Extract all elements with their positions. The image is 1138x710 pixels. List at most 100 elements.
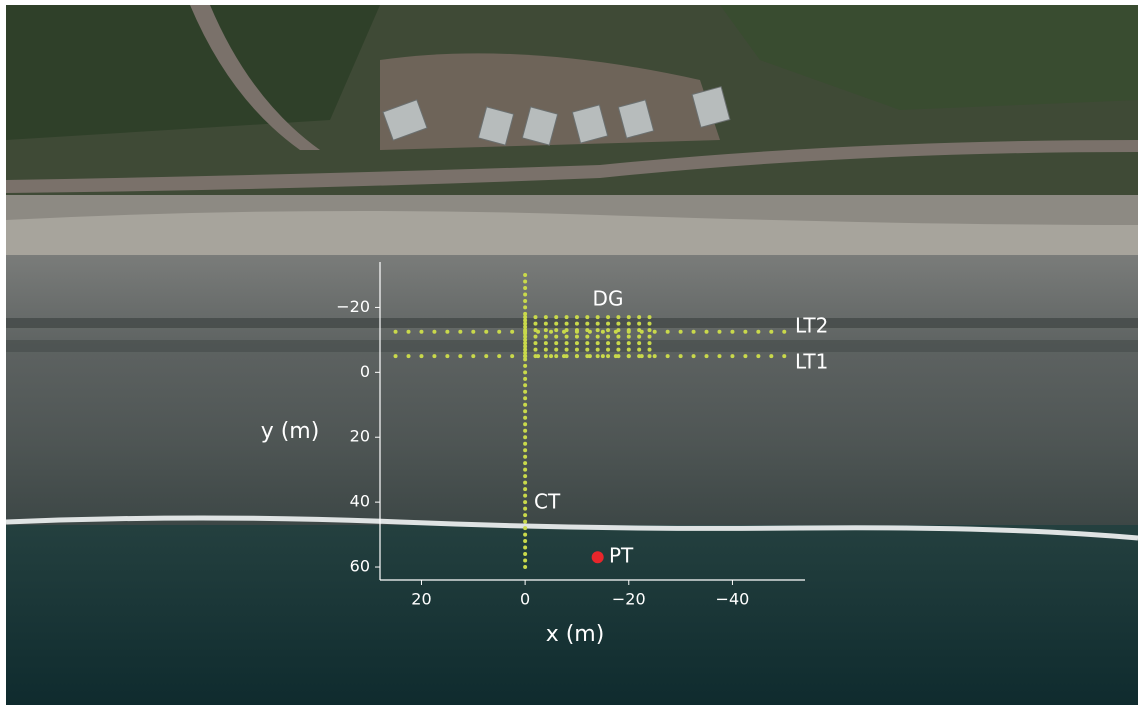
data-point <box>596 354 600 358</box>
data-point <box>648 354 652 358</box>
data-point <box>544 322 548 326</box>
data-point <box>484 354 488 358</box>
x-tick-label: −40 <box>716 590 750 609</box>
data-point <box>549 330 553 334</box>
data-point <box>554 354 558 358</box>
data-point <box>523 279 527 283</box>
data-point <box>565 322 569 326</box>
data-point <box>606 341 610 345</box>
data-point <box>653 330 657 334</box>
data-point <box>533 341 537 345</box>
x-axis-label: x (m) <box>546 622 605 647</box>
data-point <box>596 335 600 339</box>
data-point <box>533 335 537 339</box>
data-point <box>523 286 527 290</box>
data-point <box>523 442 527 446</box>
data-point <box>575 354 579 358</box>
data-point <box>523 422 527 426</box>
data-point <box>523 435 527 439</box>
data-point <box>533 322 537 326</box>
data-point <box>523 533 527 537</box>
data-point <box>614 354 618 358</box>
data-point <box>445 330 449 334</box>
data-point <box>523 494 527 498</box>
data-point <box>554 328 558 332</box>
data-point <box>627 330 631 334</box>
data-point <box>523 370 527 374</box>
data-point <box>523 448 527 452</box>
series-label: PT <box>609 544 634 568</box>
data-point <box>544 315 548 319</box>
data-point <box>445 354 449 358</box>
data-point <box>585 348 589 352</box>
data-point <box>536 330 540 334</box>
data-point <box>575 330 579 334</box>
data-point <box>627 322 631 326</box>
data-point <box>523 364 527 368</box>
data-point <box>523 546 527 550</box>
data-point <box>756 354 760 358</box>
data-point <box>596 348 600 352</box>
data-point <box>637 322 641 326</box>
figure: y (m) x (m) 200−20−40−200204060DGLT2LT1C… <box>0 0 1138 710</box>
data-point <box>782 330 786 334</box>
data-point <box>523 390 527 394</box>
data-point <box>523 565 527 569</box>
data-point <box>554 348 558 352</box>
data-point <box>536 354 540 358</box>
y-tick-label: 0 <box>360 362 370 381</box>
data-point <box>616 322 620 326</box>
data-point <box>692 330 696 334</box>
data-point <box>432 354 436 358</box>
data-point <box>419 330 423 334</box>
data-point <box>653 354 657 358</box>
y-tick-label: 60 <box>350 557 370 576</box>
data-point <box>523 559 527 563</box>
data-point <box>596 315 600 319</box>
data-point <box>533 315 537 319</box>
data-point <box>637 315 641 319</box>
data-point <box>523 500 527 504</box>
data-point <box>606 335 610 339</box>
data-point <box>616 315 620 319</box>
data-point <box>616 348 620 352</box>
data-point <box>562 354 566 358</box>
data-point <box>640 330 644 334</box>
data-point <box>606 328 610 332</box>
data-point <box>549 354 553 358</box>
data-point <box>648 341 652 345</box>
data-point <box>614 330 618 334</box>
data-point <box>637 335 641 339</box>
data-point <box>419 354 423 358</box>
data-point <box>523 273 527 277</box>
data-point <box>407 354 411 358</box>
data-point <box>666 354 670 358</box>
x-tick-label: −20 <box>612 590 646 609</box>
data-point <box>717 354 721 358</box>
data-point <box>432 330 436 334</box>
data-point <box>523 429 527 433</box>
data-point <box>544 354 548 358</box>
data-point <box>523 513 527 517</box>
data-point <box>523 325 527 329</box>
series-label: DG <box>593 287 624 311</box>
data-point <box>648 335 652 339</box>
data-point <box>554 335 558 339</box>
data-point <box>407 330 411 334</box>
data-point <box>471 330 475 334</box>
data-point <box>588 354 592 358</box>
data-point <box>637 348 641 352</box>
data-point <box>637 341 641 345</box>
x-tick-label: 0 <box>520 590 530 609</box>
x-tick-label: 20 <box>411 590 431 609</box>
data-point <box>588 330 592 334</box>
data-point <box>601 354 605 358</box>
data-point <box>627 348 631 352</box>
data-point <box>458 330 462 334</box>
data-point <box>585 341 589 345</box>
data-point <box>523 455 527 459</box>
data-point <box>585 315 589 319</box>
data-point <box>705 330 709 334</box>
data-point <box>523 344 527 348</box>
data-point <box>627 335 631 339</box>
